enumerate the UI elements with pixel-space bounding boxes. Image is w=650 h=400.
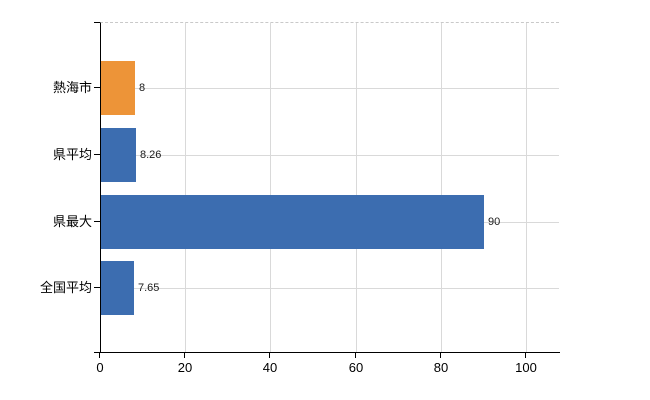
category-label: 県最大 xyxy=(52,214,92,229)
y-axis-tick xyxy=(94,221,100,222)
y-axis-tick xyxy=(94,154,100,155)
x-axis-tick-label: 40 xyxy=(262,360,278,375)
x-axis-tick-label: 0 xyxy=(96,360,104,375)
bar-value-label: 8 xyxy=(139,82,146,94)
x-axis-tick xyxy=(269,352,270,358)
y-axis-tick xyxy=(94,87,100,88)
x-axis-tick xyxy=(525,352,526,358)
x-axis-tick-label: 60 xyxy=(348,360,364,375)
bar-value-label: 90 xyxy=(488,216,501,228)
bar-value-label: 8.26 xyxy=(140,149,162,161)
plot-area: 8 8.26 90 7.65 xyxy=(100,22,559,353)
horizontal-gridline xyxy=(101,288,559,289)
bar-value-label: 7.65 xyxy=(138,282,160,294)
bar-全国平均 xyxy=(101,261,134,315)
x-axis-tick xyxy=(440,352,441,358)
x-axis-tick xyxy=(355,352,356,358)
x-axis-tick-label: 80 xyxy=(433,360,449,375)
category-label: 熱海市 xyxy=(52,80,92,95)
category-label: 全国平均 xyxy=(39,280,92,295)
x-axis-tick-label: 100 xyxy=(515,360,537,375)
vertical-gridline xyxy=(185,23,186,353)
horizontal-gridline xyxy=(101,155,559,156)
category-label: 県平均 xyxy=(52,147,92,162)
x-axis-line xyxy=(94,352,560,353)
bar-県最大 xyxy=(101,195,484,249)
y-axis-tick xyxy=(94,287,100,288)
x-axis-tick xyxy=(184,352,185,358)
x-axis-tick xyxy=(99,352,100,358)
y-axis-top-tick xyxy=(94,22,100,23)
vertical-gridline xyxy=(526,23,527,353)
vertical-gridline xyxy=(356,23,357,353)
vertical-gridline xyxy=(441,23,442,353)
vertical-gridline xyxy=(270,23,271,353)
bar-県平均 xyxy=(101,128,136,182)
bar-熱海市 xyxy=(101,61,135,115)
horizontal-gridline xyxy=(101,88,559,89)
x-axis-tick-label: 20 xyxy=(177,360,193,375)
